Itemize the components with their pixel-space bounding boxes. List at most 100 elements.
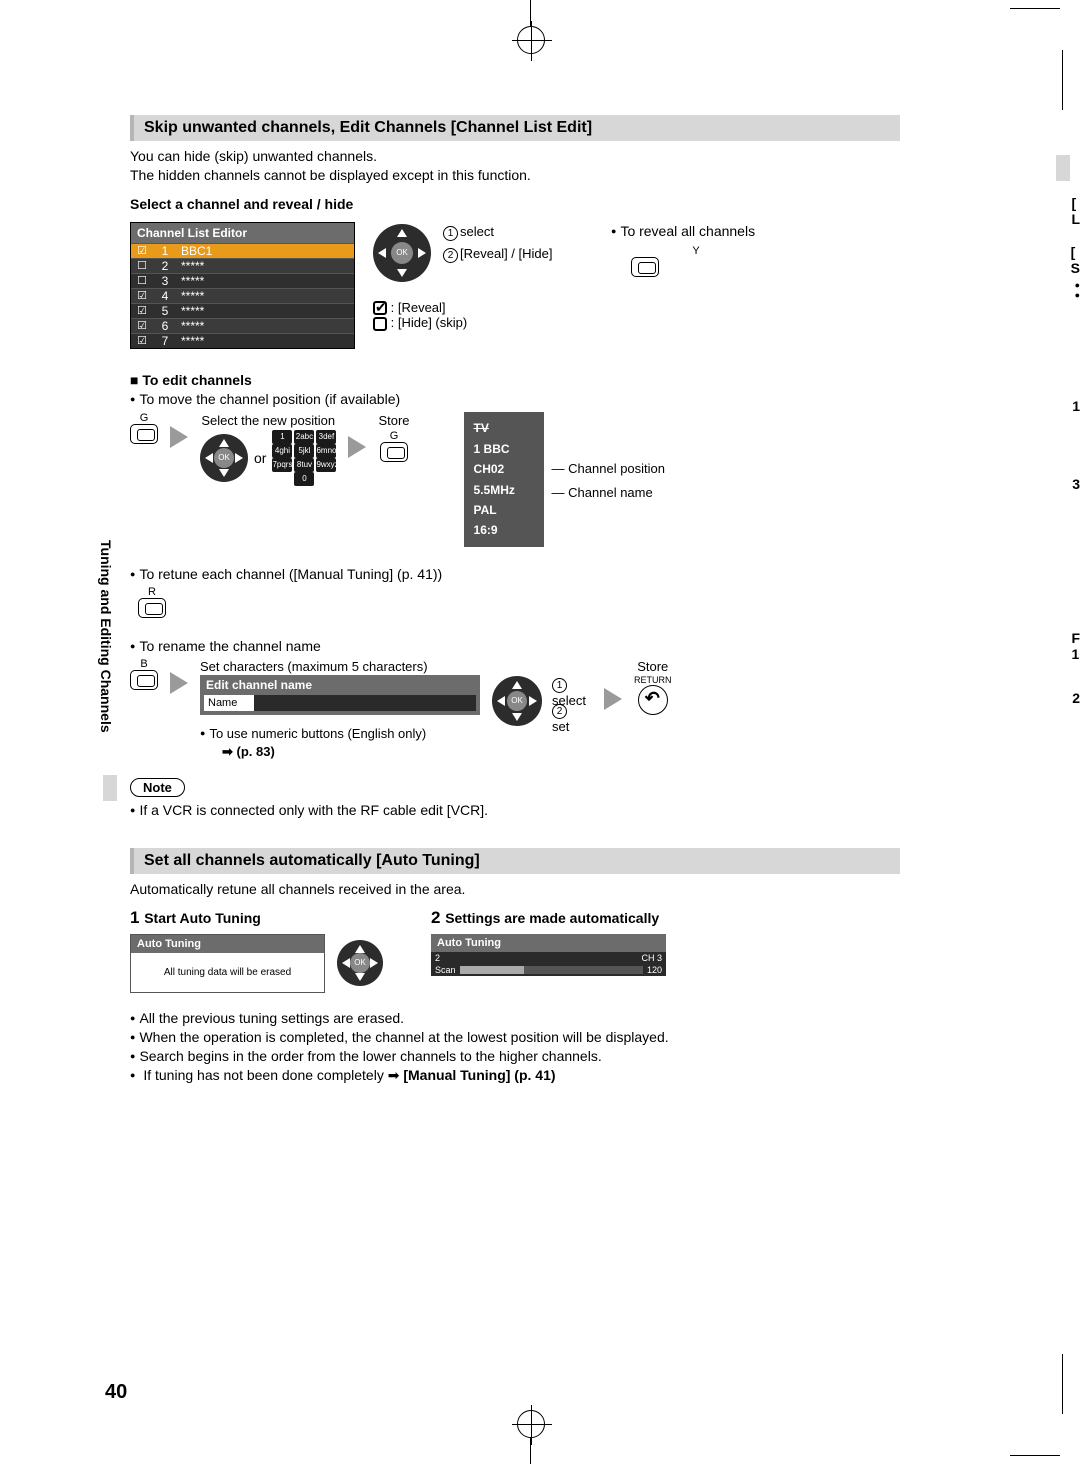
editor-row: ☑4***** bbox=[131, 288, 354, 303]
label-reveal-hide: [Reveal] / [Hide] bbox=[460, 246, 553, 261]
label-select: select bbox=[460, 224, 494, 239]
note-badge: Note bbox=[130, 778, 185, 797]
step-badge: 2 bbox=[552, 704, 567, 719]
editor-row: ☑6***** bbox=[131, 318, 354, 333]
dpad-icon: OK bbox=[492, 676, 542, 726]
section-heading: Set all channels automatically [Auto Tun… bbox=[130, 848, 900, 874]
channel-name-label: — Channel name bbox=[552, 485, 665, 500]
auto-note: Search begins in the order from the lowe… bbox=[130, 1047, 900, 1066]
move-position-text: To move the channel position (if availab… bbox=[130, 390, 900, 409]
page-ref: (p. 83) bbox=[237, 744, 275, 759]
edit-name-title: Edit channel name bbox=[200, 675, 480, 695]
dpad-icon: OK bbox=[337, 940, 383, 986]
arrow-right-icon bbox=[348, 436, 366, 458]
step-badge: 1 bbox=[443, 226, 458, 241]
step1-heading: 1 Start Auto Tuning bbox=[130, 907, 383, 930]
editor-row: ☐3***** bbox=[131, 273, 354, 288]
page-number: 40 bbox=[105, 1381, 127, 1404]
edit-channel-name-box: Edit channel name Name bbox=[200, 675, 480, 715]
remote-button-icon bbox=[138, 598, 166, 618]
info-ch: CH02 bbox=[474, 459, 534, 479]
info-tv: TV bbox=[474, 418, 534, 438]
auto-tuning-message: All tuning data will be erased bbox=[131, 953, 324, 992]
crop-mark bbox=[1062, 50, 1063, 110]
crop-mark bbox=[1062, 1354, 1063, 1414]
intro-text: The hidden channels cannot be displayed … bbox=[130, 166, 900, 185]
button-label-y: Y bbox=[637, 245, 755, 257]
rename-text: To rename the channel name bbox=[130, 637, 900, 656]
dpad-icon: OK bbox=[373, 224, 431, 282]
page-tab bbox=[103, 775, 117, 801]
auto-note: All the previous tuning settings are era… bbox=[130, 1009, 900, 1028]
result-num: 2 bbox=[435, 953, 440, 963]
editor-row: ☐2***** bbox=[131, 258, 354, 273]
auto-tuning-intro: Automatically retune all channels receiv… bbox=[130, 880, 900, 899]
remote-button-icon bbox=[631, 257, 659, 277]
auto-note: If tuning has not been done completely ➡… bbox=[130, 1066, 900, 1085]
label-hide: : [Hide] (skip) bbox=[391, 315, 468, 330]
scan-progress-bar bbox=[460, 966, 643, 974]
registration-mark bbox=[517, 26, 545, 54]
auto-tuning-title: Auto Tuning bbox=[131, 935, 324, 953]
remote-button-icon bbox=[130, 670, 158, 690]
checkbox-icon bbox=[373, 317, 387, 331]
channel-list-editor: Channel List Editor ☑1BBC1☐2*****☐3*****… bbox=[130, 222, 355, 349]
return-label: RETURN bbox=[634, 675, 672, 685]
button-label-g: G bbox=[390, 430, 399, 442]
page-tab bbox=[1056, 155, 1070, 181]
info-mhz: 5.5MHz bbox=[474, 480, 534, 500]
label-set: set bbox=[552, 719, 569, 734]
store-label: Store bbox=[378, 412, 409, 430]
result-channel: CH 3 bbox=[641, 953, 662, 963]
arrow-right-icon bbox=[604, 688, 622, 710]
name-field-value bbox=[254, 695, 476, 711]
editor-title: Channel List Editor bbox=[131, 223, 354, 243]
remote-button-icon bbox=[380, 442, 408, 462]
label-reveal: : [Reveal] bbox=[391, 300, 446, 315]
button-label-b: B bbox=[140, 658, 147, 670]
info-pal: PAL bbox=[474, 500, 534, 520]
auto-tuning-result: Auto Tuning 2 CH 3 Scan 120 bbox=[431, 934, 666, 976]
arrow-right-icon bbox=[170, 426, 188, 448]
button-label-r: R bbox=[138, 586, 166, 598]
button-label-g: G bbox=[140, 412, 149, 424]
step2-heading: 2 Settings are made automatically bbox=[431, 907, 666, 930]
or-label: or bbox=[254, 449, 266, 468]
step-badge: 2 bbox=[443, 248, 458, 263]
retune-text: To retune each channel ([Manual Tuning] … bbox=[130, 565, 900, 584]
checkbox-icon bbox=[373, 301, 387, 315]
step-badge: 1 bbox=[552, 678, 567, 693]
scan-end: 120 bbox=[647, 965, 662, 975]
arrow-right-icon bbox=[170, 672, 188, 694]
dpad-icon: OK bbox=[200, 434, 248, 482]
registration-mark bbox=[517, 1410, 545, 1438]
vcr-note: If a VCR is connected only with the RF c… bbox=[130, 801, 900, 820]
sub-heading: ■ To edit channels bbox=[130, 371, 900, 390]
store-label: Store bbox=[637, 658, 668, 676]
info-aspect: 16:9 bbox=[474, 520, 534, 540]
crop-mark bbox=[1010, 1455, 1060, 1456]
section-heading: Skip unwanted channels, Edit Channels [C… bbox=[130, 115, 900, 141]
auto-note: When the operation is completed, the cha… bbox=[130, 1028, 900, 1047]
select-new-position: Select the new position bbox=[201, 412, 335, 430]
numeric-buttons-text: To use numeric buttons (English only) bbox=[200, 725, 480, 743]
numpad-icon: 12abc3def4ghi5jkl6mno7pqrs8tuv9wxyz0 bbox=[272, 430, 336, 486]
editor-row: ☑7***** bbox=[131, 333, 354, 348]
reveal-all-text: To reveal all channels bbox=[611, 222, 755, 241]
channel-info-box: TV 1 BBC CH02 5.5MHz PAL 16:9 bbox=[464, 412, 544, 546]
set-characters-label: Set characters (maximum 5 characters) bbox=[200, 658, 480, 676]
channel-position-label: — Channel position bbox=[552, 461, 665, 476]
name-field-label: Name bbox=[204, 695, 254, 711]
scan-label: Scan bbox=[435, 965, 456, 975]
sidebar-section-title: Tuning and Editing Channels bbox=[98, 540, 114, 733]
editor-row: ☑5***** bbox=[131, 303, 354, 318]
sub-heading: Select a channel and reveal / hide bbox=[130, 195, 900, 214]
info-channel: 1 BBC bbox=[474, 439, 534, 459]
remote-button-icon bbox=[130, 424, 158, 444]
auto-tuning-title: Auto Tuning bbox=[431, 934, 666, 952]
return-button-icon bbox=[638, 685, 668, 715]
editor-row: ☑1BBC1 bbox=[131, 243, 354, 258]
ok-button-icon: OK bbox=[391, 242, 413, 264]
intro-text: You can hide (skip) unwanted channels. bbox=[130, 147, 900, 166]
auto-tuning-dialog: Auto Tuning All tuning data will be eras… bbox=[130, 934, 325, 993]
